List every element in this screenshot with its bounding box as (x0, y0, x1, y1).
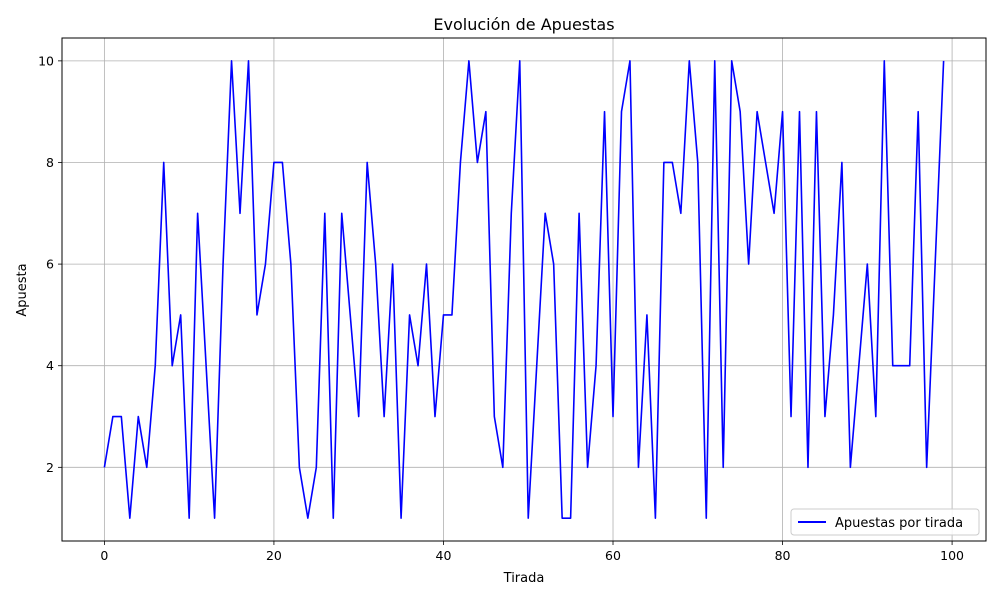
plot-area-frame (61, 37, 987, 542)
y-axis-label: Apuesta (15, 263, 30, 316)
legend-label: Apuestas por tirada (835, 516, 963, 531)
y-tick-label: 2 (46, 460, 54, 475)
series-line-0 (103, 60, 945, 519)
legend: Apuestas por tirada (790, 508, 980, 536)
x-tick-label: 60 (605, 548, 621, 563)
y-tick-label: 8 (46, 155, 54, 170)
series-layer (103, 60, 945, 519)
y-tick-label: 4 (46, 358, 54, 373)
x-axis-label: Tirada (503, 571, 545, 586)
x-tick-label: 80 (775, 548, 791, 563)
x-axis: 0 20 40 60 80 100 (100, 541, 964, 563)
y-axis: 2 4 6 8 10 (38, 53, 62, 475)
y-tick-label: 6 (46, 257, 54, 272)
x-tick-label: 40 (436, 548, 452, 563)
x-tick-label: 20 (266, 548, 282, 563)
x-tick-label: 0 (100, 548, 108, 563)
chart-title: Evolución de Apuestas (433, 15, 614, 34)
x-tick-label: 100 (940, 548, 964, 563)
y-tick-label: 10 (38, 53, 54, 68)
legend-box (790, 508, 980, 536)
